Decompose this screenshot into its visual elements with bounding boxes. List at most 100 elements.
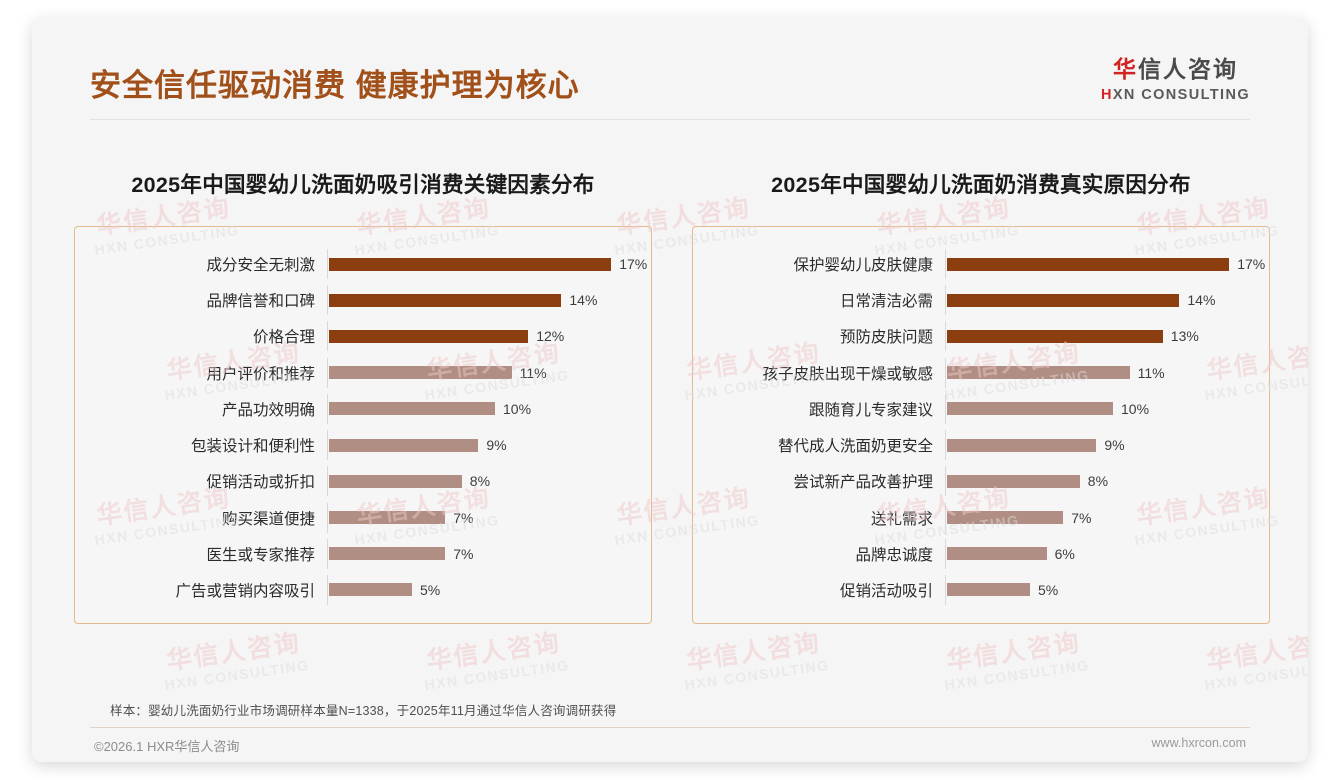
- bar-track: 9%: [327, 430, 651, 461]
- bar-fill[interactable]: [947, 511, 1064, 525]
- watermark: 华信人咨询 HXN CONSULTING: [680, 628, 831, 693]
- bar-category-label: 品牌忠诚度: [855, 546, 933, 564]
- bar-track: 5%: [945, 574, 1269, 605]
- bar-row: 产品功效明确 10%: [75, 393, 651, 424]
- bar-fill[interactable]: [947, 293, 1180, 307]
- bar-category-label: 成分安全无刺激: [206, 257, 315, 274]
- watermark-chinese: 华信人咨询: [425, 628, 563, 676]
- chart-panel-right: 2025年中国婴幼儿洗面奶消费真实原因分布 保护婴幼儿皮肤健康 17% 日常清洁必需…: [692, 168, 1270, 624]
- logo-cn-red: 华: [1112, 56, 1138, 82]
- bar-category-label: 替代成人洗面奶更安全: [777, 438, 933, 456]
- bar-row: 价格合理 12%: [75, 321, 651, 352]
- bar-value-label: 17%: [619, 256, 648, 272]
- bar-value-label: 5%: [1038, 581, 1059, 598]
- bar-value-label: 11%: [1137, 364, 1165, 381]
- bar-row: 送礼需求 7%: [693, 502, 1269, 533]
- bar-fill[interactable]: [329, 511, 446, 525]
- bar-value-label: 7%: [453, 545, 474, 562]
- bar-value-label: 8%: [1087, 473, 1109, 490]
- sample-footnote: 样本：婴幼儿洗面奶行业市场调研样本量N=1338，于2025年11月通过华信人咨…: [110, 704, 617, 718]
- bar-row: 预防皮肤问题 13%: [693, 321, 1269, 352]
- bar-row: 广告或营销内容吸引 5%: [75, 574, 651, 605]
- chart-card-left: 成分安全无刺激 17% 品牌信誉和口碑 14% 价格合理 12% 用户评价和推荐 11% 产品功…: [74, 226, 652, 624]
- bar-row: 成分安全无刺激 17%: [75, 249, 651, 279]
- bar-row: 包装设计和便利性 9%: [75, 430, 651, 461]
- bar-row: 跟随育儿专家建议 10%: [693, 393, 1269, 424]
- watermark-chinese: 华信人咨询: [685, 628, 823, 676]
- bar-category-label: 广告或营销内容吸引: [175, 582, 315, 600]
- watermark: 华信人咨询 HXN CONSULTING: [1200, 628, 1308, 693]
- bar-track: 7%: [327, 538, 651, 569]
- bar-value-label: 5%: [420, 581, 441, 598]
- page-title: 安全信任驱动消费 健康护理为核心: [90, 68, 580, 103]
- bar-value-label: 11%: [519, 364, 547, 381]
- bar-fill[interactable]: [329, 293, 562, 307]
- bar-track: 12%: [327, 321, 651, 352]
- header-divider: [90, 119, 1250, 120]
- bar-fill[interactable]: [947, 366, 1130, 380]
- watermark: 华信人咨询 HXN CONSULTING: [940, 628, 1091, 693]
- bar-track: 10%: [327, 393, 651, 424]
- bar-category-label: 医生或专家推荐: [206, 546, 315, 564]
- bar-category-label: 用户评价和推荐: [206, 365, 315, 383]
- bar-fill[interactable]: [947, 257, 1230, 271]
- bar-fill[interactable]: [947, 402, 1113, 416]
- bar-value-label: 14%: [569, 292, 598, 309]
- bar-value-label: 7%: [1071, 509, 1092, 526]
- bar-category-label: 促销活动或折扣: [206, 474, 315, 492]
- bar-row: 促销活动或折扣 8%: [75, 466, 651, 497]
- bar-category-label: 日常清洁必需: [839, 293, 933, 311]
- bar-track: 7%: [327, 502, 651, 533]
- bar-track: 8%: [327, 466, 651, 497]
- bar-value-label: 6%: [1054, 545, 1075, 562]
- bar-category-label: 尝试新产品改善护理: [793, 474, 933, 492]
- bar-row: 孩子皮肤出现干燥或敏感 11%: [693, 357, 1269, 388]
- chart-panel-left: 2025年中国婴幼儿洗面奶吸引消费关键因素分布 成分安全无刺激 17% 品牌信誉和口…: [74, 168, 652, 624]
- website-url[interactable]: www.hxrcon.com: [1151, 736, 1246, 750]
- bar-track: 10%: [945, 393, 1269, 424]
- watermark-english: HXN CONSULTING: [683, 656, 831, 693]
- watermark: 华信人咨询 HXN CONSULTING: [420, 628, 571, 693]
- bar-value-label: 9%: [486, 437, 507, 454]
- bar-fill[interactable]: [329, 366, 512, 380]
- bar-fill[interactable]: [329, 257, 612, 271]
- chart-card-right: 保护婴幼儿皮肤健康 17% 日常清洁必需 14% 预防皮肤问题 13% 孩子皮肤出现干燥或敏…: [692, 226, 1270, 624]
- bar-fill[interactable]: [329, 547, 446, 561]
- bar-row: 品牌信誉和口碑 14%: [75, 285, 651, 316]
- watermark-chinese: 华信人咨询: [1205, 628, 1308, 676]
- logo-cn-gray: 信人咨询: [1137, 56, 1238, 82]
- bar-category-label: 送礼需求: [870, 510, 933, 528]
- bar-row: 医生或专家推荐 7%: [75, 538, 651, 569]
- bar-fill[interactable]: [329, 583, 412, 597]
- bar-fill[interactable]: [947, 583, 1030, 597]
- bar-category-label: 孩子皮肤出现干燥或敏感: [762, 365, 933, 383]
- bar-track: 8%: [945, 466, 1269, 497]
- bar-row: 替代成人洗面奶更安全 9%: [693, 430, 1269, 461]
- logo-chinese-text: 华信人咨询: [1101, 58, 1250, 81]
- bar-row: 日常清洁必需 14%: [693, 285, 1269, 316]
- bar-track: 11%: [327, 357, 651, 388]
- bar-fill[interactable]: [329, 329, 529, 343]
- watermark-english: HXN CONSULTING: [423, 656, 571, 693]
- slide-header: 安全信任驱动消费 健康护理为核心 华信人咨询 HXN CONSULTING: [32, 18, 1308, 120]
- bar-fill[interactable]: [947, 438, 1097, 452]
- bar-value-label: 10%: [503, 400, 532, 417]
- chart-title-right: 2025年中国婴幼儿洗面奶消费真实原因分布: [771, 173, 1191, 197]
- bar-fill[interactable]: [329, 474, 462, 488]
- watermark-english: HXN CONSULTING: [1203, 656, 1308, 693]
- bar-fill[interactable]: [329, 402, 495, 416]
- bar-value-label: 14%: [1187, 292, 1216, 309]
- bar-track: 11%: [945, 357, 1269, 388]
- bar-row: 购买渠道便捷 7%: [75, 502, 651, 533]
- logo-en-red: H: [1100, 87, 1113, 103]
- watermark: 华信人咨询 HXN CONSULTING: [160, 628, 311, 693]
- bar-fill[interactable]: [329, 438, 479, 452]
- bar-fill[interactable]: [947, 547, 1047, 561]
- bar-track: 17%: [945, 249, 1269, 279]
- bar-category-label: 跟随育儿专家建议: [808, 401, 933, 419]
- bar-category-label: 产品功效明确: [221, 401, 315, 419]
- bar-fill[interactable]: [947, 474, 1080, 488]
- watermark-chinese: 华信人咨询: [165, 628, 303, 676]
- bar-row: 保护婴幼儿皮肤健康 17%: [693, 249, 1269, 279]
- bar-fill[interactable]: [947, 329, 1163, 343]
